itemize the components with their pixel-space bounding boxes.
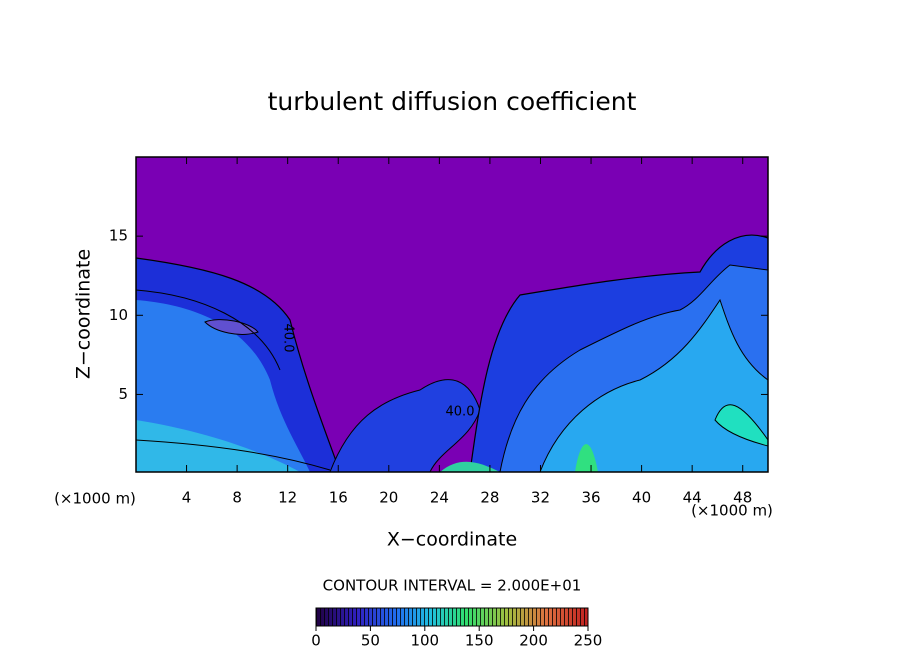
x-tick-label: 8 [232,489,242,507]
x-tick-label: 20 [379,489,398,507]
z-unit: (×1000 m) [54,490,136,508]
chart-title: turbulent diffusion coefficient [268,87,637,116]
y-tick-label: 10 [109,306,128,324]
x-tick-label: 48 [733,489,752,507]
x-tick-label: 32 [531,489,550,507]
x-tick-label: 36 [581,489,600,507]
x-tick-label: 4 [182,489,192,507]
contour-label: 40.0 [446,405,475,420]
colorbar-frame [315,607,589,627]
y-tick-label: 5 [118,385,128,403]
contour-interval: CONTOUR INTERVAL = 2.000E+01 [323,577,582,595]
colorbar-tick-label: 100 [410,632,439,650]
colorbar-tick-label: 0 [311,632,321,650]
x-tick-label: 44 [683,489,702,507]
plot-frame [135,156,769,473]
colorbar-tick-label: 50 [361,632,380,650]
colorbar-tick-label: 150 [465,632,494,650]
x-unit: (×1000 m) [691,502,773,520]
x-tick-label: 12 [278,489,297,507]
x-tick-label: 16 [329,489,348,507]
x-axis-label: X−coordinate [387,529,517,551]
colorbar-tick-label: 200 [519,632,548,650]
x-tick-label: 28 [480,489,499,507]
y-tick-label: 15 [109,227,128,245]
contour-label: 40.0 [281,324,296,353]
x-tick-label: 24 [430,489,449,507]
field [136,157,768,472]
x-tick-label: 40 [632,489,651,507]
y-axis-label: Z−coordinate [73,249,95,379]
colorbar-tick-label: 250 [574,632,603,650]
